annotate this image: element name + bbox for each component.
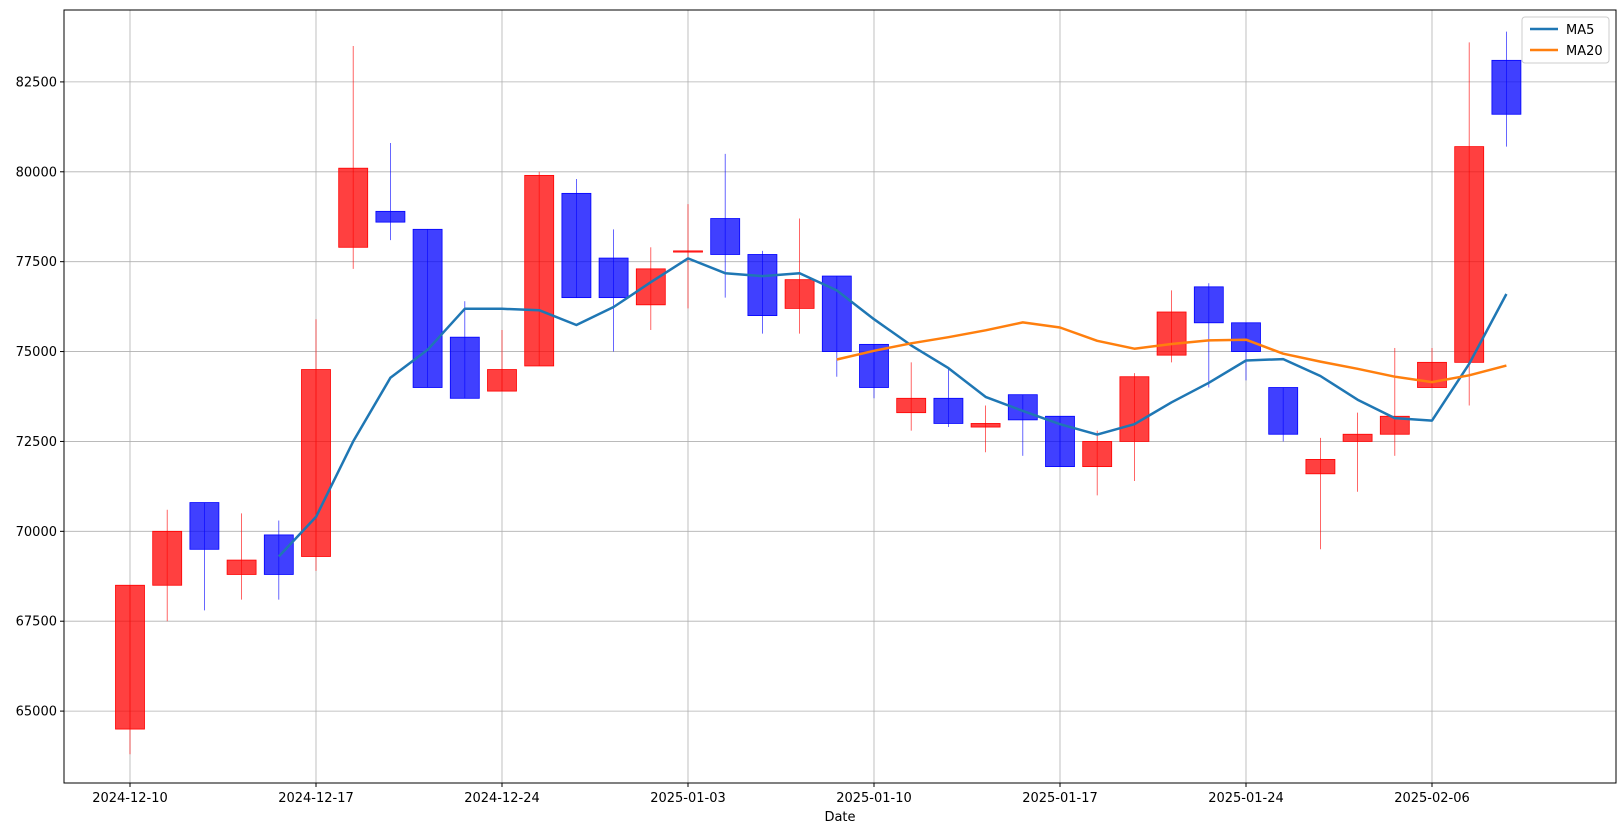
x-tick-label: 2025-01-10 xyxy=(836,791,912,806)
candle-body xyxy=(152,530,183,586)
candle-body xyxy=(598,257,629,299)
candle-body xyxy=(821,275,852,352)
y-tick-label: 82500 xyxy=(16,75,57,90)
candle-body xyxy=(449,336,480,399)
ma20-line xyxy=(836,321,1507,384)
candle-body xyxy=(1491,59,1522,115)
candle-body xyxy=(1082,441,1113,468)
candle-body xyxy=(933,397,964,424)
candle-body xyxy=(301,369,331,557)
y-tick-label: 80000 xyxy=(16,165,57,180)
candle-body xyxy=(524,174,555,367)
candle-body xyxy=(1342,433,1373,442)
candle-body xyxy=(1193,286,1224,324)
candle-body xyxy=(747,254,778,317)
candle-body xyxy=(263,534,294,575)
plot-frame xyxy=(63,9,1617,784)
y-tick-label: 65000 xyxy=(16,705,57,720)
y-tick-label: 77500 xyxy=(16,255,57,270)
candle-body xyxy=(1268,387,1299,435)
ma5-line xyxy=(277,257,1508,558)
candle-layer xyxy=(115,31,1522,755)
candle-body xyxy=(896,397,927,414)
y-tick-label: 72500 xyxy=(16,435,57,450)
candle-body xyxy=(487,369,517,392)
x-tick-label: 2024-12-10 xyxy=(92,791,168,806)
x-tick-label: 2025-02-06 xyxy=(1394,791,1470,806)
legend-ma20-label: MA20 xyxy=(1566,44,1603,59)
candle-body xyxy=(970,423,1001,428)
x-tick-label: 2025-01-17 xyxy=(1022,791,1098,806)
candle-body xyxy=(561,192,592,299)
x-tick-label: 2024-12-24 xyxy=(464,791,540,806)
candle-body xyxy=(1417,361,1447,388)
candle-body xyxy=(226,559,257,575)
y-tick-label: 70000 xyxy=(16,525,57,540)
legend-ma5-label: MA5 xyxy=(1566,23,1594,38)
candle-body xyxy=(784,279,815,309)
x-axis-label: Date xyxy=(824,810,855,825)
candle-body xyxy=(189,502,220,550)
candle-body xyxy=(1454,146,1485,363)
candle-body xyxy=(1305,459,1336,475)
candle-body xyxy=(673,250,703,253)
candle-body xyxy=(412,228,443,388)
x-tick-label: 2025-01-24 xyxy=(1208,791,1284,806)
grid-layer xyxy=(64,10,1616,783)
y-tick-label: 75000 xyxy=(16,345,57,360)
x-tick-label: 2025-01-03 xyxy=(650,791,726,806)
candle-body xyxy=(1379,415,1410,435)
y-tick-label: 67500 xyxy=(16,615,57,630)
candle-body xyxy=(338,167,369,248)
legend: MA5 MA20 xyxy=(1521,16,1610,64)
candle-body xyxy=(1231,322,1261,352)
candle-body xyxy=(1156,311,1187,356)
moving-average-layer xyxy=(277,257,1508,558)
candle-body xyxy=(710,218,741,255)
candle-body xyxy=(115,584,145,730)
axis-layer: 65000 67500 70000 72500 75000 77500 80000 82500… xyxy=(16,75,1470,806)
x-tick-label: 2024-12-17 xyxy=(278,791,354,806)
candle-body xyxy=(1119,376,1150,442)
candle-body xyxy=(375,210,406,223)
